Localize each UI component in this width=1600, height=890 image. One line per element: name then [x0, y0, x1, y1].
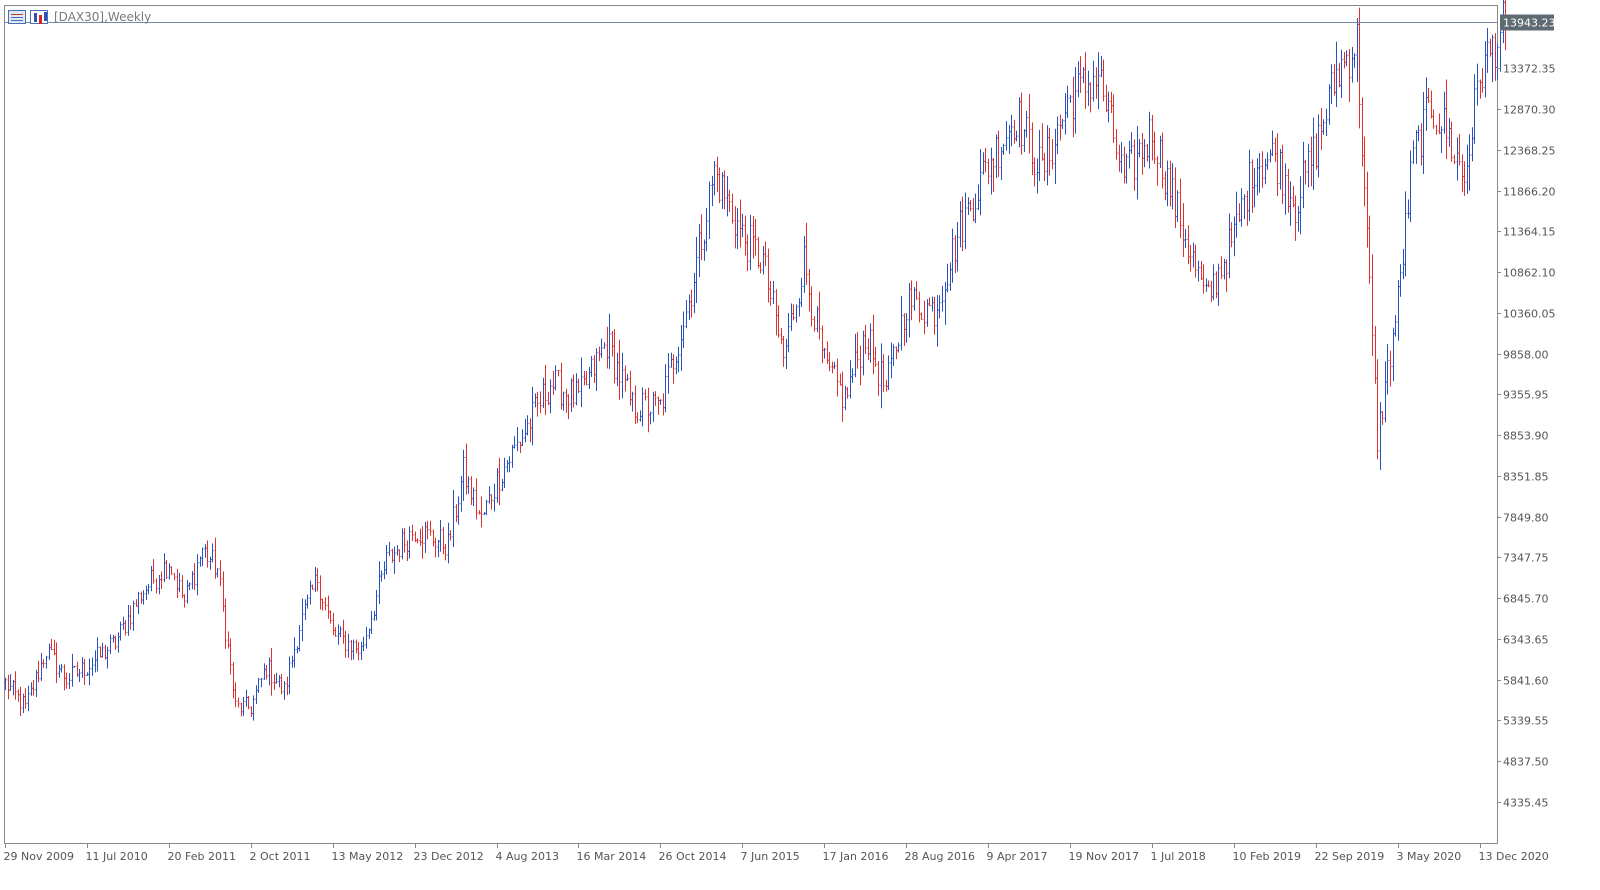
x-tick-label: 3 May 2020 — [1397, 850, 1462, 863]
x-tick-label: 1 Jul 2018 — [1151, 850, 1206, 863]
x-tick-label: 13 May 2012 — [332, 850, 404, 863]
y-tick-label: 4837.50 — [1503, 756, 1549, 769]
x-tick-label: 9 Apr 2017 — [987, 850, 1048, 863]
x-tick-label: 23 Dec 2012 — [414, 850, 484, 863]
y-tick-label: 9355.95 — [1503, 389, 1549, 402]
plot-area-border — [4, 5, 1498, 844]
x-axis: 29 Nov 2009 11 Jul 2010 20 Feb 2011 2 Oct 2… — [4, 843, 1549, 863]
y-tick-label: 12368.25 — [1503, 145, 1556, 158]
table-icon[interactable] — [8, 9, 26, 24]
y-tick-label: 7849.80 — [1503, 512, 1549, 525]
x-tick-label: 22 Sep 2019 — [1315, 850, 1385, 863]
chart-header: [DAX30],Weekly — [8, 8, 151, 25]
y-tick-label: 8351.85 — [1503, 471, 1549, 484]
y-tick-label: 4335.45 — [1503, 797, 1549, 810]
x-tick-label: 19 Nov 2017 — [1069, 850, 1139, 863]
x-tick-label: 11 Jul 2010 — [86, 850, 148, 863]
chart-title: [DAX30],Weekly — [54, 9, 152, 24]
x-tick-label: 16 Mar 2014 — [577, 850, 647, 863]
x-tick-label: 10 Feb 2019 — [1233, 850, 1301, 863]
x-tick-label: 20 Feb 2011 — [168, 850, 236, 863]
x-tick-label: 13 Dec 2020 — [1479, 850, 1549, 863]
bar-chart-icon[interactable] — [30, 9, 48, 24]
x-tick-label: 4 Aug 2013 — [496, 850, 559, 863]
ohlc-bars — [4, 0, 1507, 721]
x-tick-label: 7 Jun 2015 — [741, 850, 800, 863]
y-axis: 13372.35 12870.30 12368.25 11866.20 11364.15… — [1497, 63, 1556, 810]
y-tick-label: 5841.60 — [1503, 675, 1549, 688]
y-tick-label: 10862.10 — [1503, 267, 1556, 280]
x-tick-label: 17 Jan 2016 — [823, 850, 889, 863]
current-price-label: 13943.23 — [1503, 17, 1556, 30]
y-tick-label: 6845.70 — [1503, 593, 1549, 606]
y-tick-label: 13372.35 — [1503, 63, 1556, 76]
y-tick-label: 12870.30 — [1503, 104, 1556, 117]
y-tick-label: 10360.05 — [1503, 308, 1556, 321]
x-tick-label: 28 Aug 2016 — [905, 850, 975, 863]
y-tick-label: 5339.55 — [1503, 715, 1549, 728]
current-price-tag — [1500, 14, 1554, 31]
y-tick-label: 11866.20 — [1503, 186, 1556, 199]
y-tick-label: 7347.75 — [1503, 552, 1549, 565]
y-tick-label: 6343.65 — [1503, 634, 1549, 647]
y-tick-label: 11364.15 — [1503, 226, 1556, 239]
x-tick-label: 26 Oct 2014 — [659, 850, 727, 863]
x-tick-label: 2 Oct 2011 — [250, 850, 311, 863]
y-tick-label: 8853.90 — [1503, 430, 1549, 443]
y-tick-label: 9858.00 — [1503, 349, 1549, 362]
x-tick-label: 29 Nov 2009 — [4, 850, 74, 863]
